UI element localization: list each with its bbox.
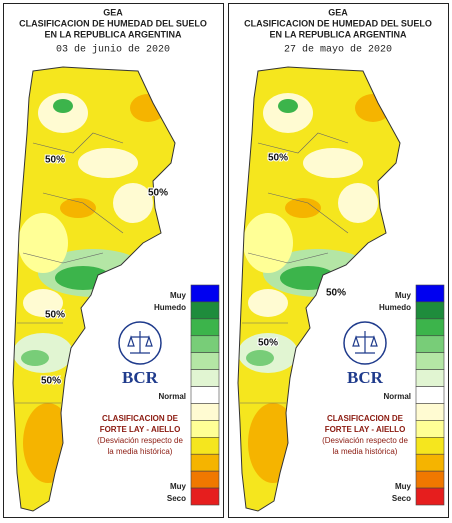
- legend-normal: Normal: [158, 392, 186, 401]
- note-line: la media histórica): [108, 447, 173, 456]
- legend-swatch: [190, 386, 220, 404]
- contour-label: 50%: [45, 310, 65, 321]
- note-line: CLASIFICACION DE: [327, 414, 404, 423]
- logo-text: BCR: [122, 368, 159, 387]
- note-line: (Desviación respecto de: [97, 436, 183, 445]
- legend-swatch: [190, 403, 220, 421]
- legend-swatch: [190, 470, 220, 489]
- legend-wet: Muy: [170, 291, 187, 300]
- contour-label: 50%: [148, 188, 168, 199]
- title-line: EN LA REPUBLICA ARGENTINA: [45, 29, 183, 39]
- org-label: GEA: [103, 7, 123, 17]
- legend-swatch: [415, 403, 445, 421]
- legend-swatch: [190, 369, 220, 387]
- legend-dry: Muy: [170, 482, 187, 491]
- legend-normal: Normal: [383, 392, 411, 401]
- logo-emblem: [127, 331, 153, 354]
- legend-wet: Humedo: [154, 303, 186, 312]
- legend-dry: Seco: [392, 494, 411, 503]
- contour-label: 50%: [41, 376, 61, 387]
- legend-dry: Seco: [167, 494, 186, 503]
- legend-swatch: [415, 470, 445, 489]
- date: 27 de mayo de 2020: [284, 44, 392, 56]
- legend-swatch: [190, 437, 220, 455]
- date: 03 de junio de 2020: [56, 44, 170, 56]
- legend-swatch: [415, 318, 445, 337]
- org-label: GEA: [328, 7, 348, 17]
- legend-swatch: [190, 318, 220, 337]
- legend-wet: Muy: [395, 291, 412, 300]
- legend-swatch: [415, 352, 445, 370]
- note-line: FORTE LAY - AIELLO: [100, 425, 181, 434]
- contour-label: 50%: [326, 288, 346, 299]
- title-line: EN LA REPUBLICA ARGENTINA: [270, 29, 408, 39]
- note-line: FORTE LAY - AIELLO: [325, 425, 406, 434]
- legend-swatch: [415, 487, 445, 506]
- note-line: (Desviación respecto de: [322, 436, 408, 445]
- logo-emblem: [352, 331, 378, 354]
- legend-swatch: [415, 301, 445, 320]
- title-line: CLASIFICACION DE HUMEDAD DEL SUELO: [244, 18, 432, 28]
- legend-swatch: [415, 335, 445, 353]
- legend-swatch: [415, 420, 445, 438]
- legend-swatch: [190, 335, 220, 353]
- logo-text: BCR: [347, 368, 384, 387]
- note-line: la media histórica): [333, 447, 398, 456]
- legend-swatch: [415, 369, 445, 387]
- legend-swatch: [190, 420, 220, 438]
- legend-swatch: [190, 453, 220, 472]
- legend-swatch: [415, 386, 445, 404]
- legend-swatch: [415, 284, 445, 303]
- note-line: CLASIFICACION DE: [102, 414, 179, 423]
- legend-swatch: [190, 487, 220, 506]
- legend-swatch: [415, 453, 445, 472]
- contour-label: 50%: [258, 338, 278, 349]
- legend-swatch: [190, 301, 220, 320]
- legend-swatch: [190, 352, 220, 370]
- legend-swatch: [190, 284, 220, 303]
- legend-dry: Muy: [395, 482, 412, 491]
- legend-swatch: [415, 437, 445, 455]
- contour-label: 50%: [268, 153, 288, 164]
- legend-wet: Humedo: [379, 303, 411, 312]
- contour-label: 50%: [45, 155, 65, 166]
- title-line: CLASIFICACION DE HUMEDAD DEL SUELO: [19, 18, 207, 28]
